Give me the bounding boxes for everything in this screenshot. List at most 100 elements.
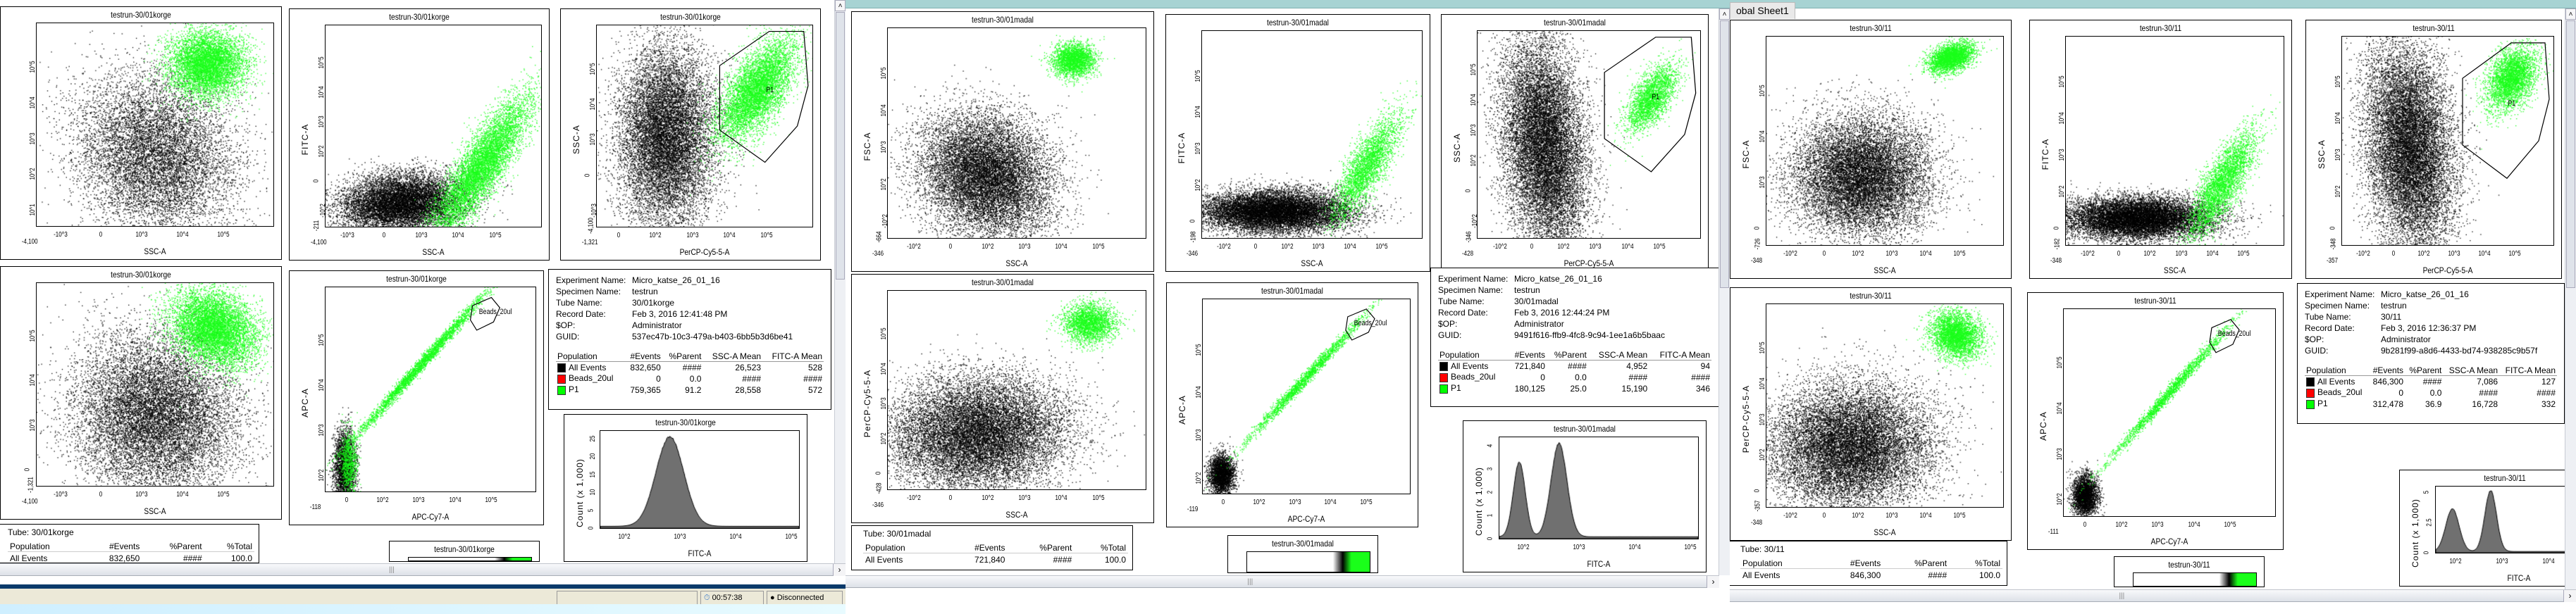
y-axis-label: Count (x 1,000) (2410, 499, 2420, 568)
scroll-up-button[interactable]: ˄ (835, 0, 846, 11)
horizontal-scrollbar[interactable]: ||| › (846, 575, 1719, 588)
y-tick-label: 10^5 (2334, 75, 2343, 88)
scroll-thumb[interactable] (1720, 20, 1729, 288)
scroll-thumb[interactable] (836, 12, 845, 280)
plot-area[interactable]: 10^2 10^3 10^4 10^5 0 1 2 3 4 (1486, 437, 1699, 551)
table-row[interactable]: P1 312,478 36.9 16,728 332 (2305, 399, 2557, 410)
y-tick-label: 25 (589, 435, 597, 442)
plot-title: testrun-30/11 (2484, 473, 2526, 483)
table-body: All Events 721,840 #### 4,952 94 Beads_20ul 0 0… (1438, 361, 1711, 394)
stat-cell: #### (2479, 387, 2498, 398)
table-row[interactable]: Beads_20ul 0 0.0 #### #### (1438, 372, 1711, 383)
plot-area[interactable]: -10^2 0 10^2 10^3 10^4 10^5 0 10^2 10^3 10^4 10^5 -… (872, 290, 1146, 509)
stat-cell: 346 (1695, 383, 1710, 394)
scatter-canvas (326, 25, 541, 227)
scroll-up-button[interactable]: ˄ (1719, 8, 1730, 20)
plot-title: testrun-30/01korge (389, 12, 450, 22)
scroll-right-button[interactable]: › (833, 564, 846, 576)
field-value: Administrator (1514, 319, 1564, 329)
plot-area[interactable] (2133, 572, 2257, 587)
x-tick-label: 10^2 (981, 243, 994, 251)
tube-table: Population #Events %Parent %Total All Events… (1740, 558, 2002, 582)
plot-area[interactable] (1246, 551, 1370, 572)
gate-label: Beads_20ul (2217, 330, 2251, 339)
population-stats-table: Population #Events %Parent SSC-A Mean FITC-A… (556, 351, 824, 396)
x-min-label: -4,100 (21, 238, 38, 246)
plot-area[interactable]: -10^2 0 10^2 10^3 10^4 10^5 -10^2 10^2 10^3 10^4 1… (872, 27, 1146, 258)
column-header: %Parent (142, 541, 204, 552)
plot-area[interactable] (408, 557, 532, 561)
gate-beads_20ul[interactable] (326, 287, 535, 491)
horizontal-scrollbar[interactable]: ||| › (1730, 589, 2576, 602)
table-row[interactable]: P1 180,125 25.0 15,190 346 (1438, 383, 1711, 394)
x-min-label: -348 (1751, 519, 1763, 527)
gate-p1[interactable] (1478, 31, 1700, 238)
header-row: Population #Events %Parent %Total (863, 543, 1128, 553)
scroll-thumb[interactable] (2566, 20, 2575, 288)
x-tick-label: 10^3 (1312, 243, 1325, 251)
y-tick-label: 10^2 (318, 469, 326, 482)
y-tick-label: 10^5 (880, 327, 888, 340)
plot-area[interactable]: 0 10^2 10^3 10^4 10^5 10^2 10^3 10^4 10^5 -111 Bea… (2048, 308, 2276, 536)
plot-area[interactable]: -10^2 0 10^2 10^3 10^4 10^5 0 10^2 10^3 10^4 10^5 -… (2050, 36, 2284, 265)
scroll-right-button[interactable]: › (2563, 590, 2576, 602)
column-header: #Events (82, 541, 142, 552)
x-tick-label: 10^2 (2449, 558, 2462, 565)
x-min-label: -111 (2048, 528, 2059, 536)
scroll-up-button[interactable]: ˄ (2565, 8, 2576, 20)
scroll-grip[interactable]: ||| (1247, 578, 1253, 586)
field-label: Specimen Name: (1438, 285, 1504, 295)
x-tick-label: 10^2 (981, 494, 994, 502)
table-row[interactable]: All Events 721,840 #### 4,952 94 (1438, 361, 1711, 372)
small-plot: testrun-30/01korge (389, 541, 540, 562)
plot-area[interactable]: -10^2 0 10^2 10^3 10^4 10^5 0 10^2 10^3 10^4 10^5 -… (2327, 36, 2554, 265)
plot-area[interactable]: -10^2 0 10^2 10^3 10^4 10^5 -10^2 0 10^2 10^3 10^4… (1462, 30, 1701, 258)
plot-area[interactable]: 10^210^310^410^502.55 (2422, 486, 2576, 565)
plot-area[interactable]: -10^2 0 10^2 10^3 10^4 10^5 0 10^2 10^3 10^4 10^5 -… (1187, 30, 1423, 258)
plot-area[interactable]: 0 10^2 10^3 10^4 10^5 10^2 10^3 10^4 10^5 -118 Bea… (310, 287, 536, 511)
gate-p1[interactable] (2342, 37, 2553, 245)
plot-area[interactable]: -10^3 0 10^3 10^4 10^5 0 10^3 10^4 10^5 -4,100 -1,… (22, 282, 274, 506)
scroll-grip[interactable]: ||| (2119, 592, 2125, 600)
table-row[interactable]: P1 759,365 91.2 28,558 572 (556, 384, 824, 396)
table-row[interactable]: All Events 832,650 #### 26,523 528 (556, 362, 824, 373)
vertical-scrollbar[interactable]: ˄ (2565, 8, 2576, 589)
stat-cell: 832,650 (630, 362, 661, 372)
header-row: Population #Events %Parent SSC-A Mean FITC-A… (1438, 350, 1711, 361)
plot-area[interactable]: 10^2 10^3 10^4 10^5 0 5 10 15 20 25 (587, 430, 800, 541)
y-tick-label: 10^2 (2334, 185, 2343, 198)
scroll-grip[interactable]: ||| (389, 566, 395, 574)
y-tick-label: 10^4 (2056, 402, 2064, 415)
y-min-label: -357 (1754, 500, 1762, 512)
vertical-scrollbar[interactable]: ˄ (834, 0, 846, 563)
plot-area[interactable]: -10^3 0 10^3 10^4 10^5 10^1 10^2 10^3 10^4 10^5 -4… (22, 23, 274, 246)
population-hierarchy-table: Tube: 30/11 Population #Events %Parent %Tota… (1730, 541, 2007, 586)
y-tick-label: 4 (1486, 444, 1494, 447)
scatter-canvas (2064, 309, 2275, 516)
plot-area[interactable]: 0 10^2 10^3 10^4 10^5 -10^3 0 10^3 10^4 10^5 -1,32… (582, 25, 813, 246)
table-row[interactable]: All Events 721,840 #### 100.0 (863, 553, 1128, 567)
scroll-right-button[interactable]: › (1707, 576, 1719, 588)
plot-area[interactable]: -10^2 0 10^2 10^3 10^4 10^5 0 10^3 10^4 10^5 -348 -… (1751, 36, 2004, 265)
vertical-scrollbar[interactable]: ˄ (1719, 8, 1730, 575)
table-row[interactable]: Beads_20ul 0 0.0 #### #### (2305, 387, 2557, 399)
gate-beads_20ul[interactable] (2064, 309, 2275, 516)
plot-area[interactable]: -10^3 0 10^3 10^4 10^5 -10^2 0 10^2 10^3 10^4 10^5… (311, 25, 542, 246)
field-label: $OP: (2305, 334, 2324, 344)
plot-area[interactable]: -10^2 0 10^2 10^3 10^4 10^5 0 10^2 10^3 10^4 10^5 -… (1751, 303, 2004, 527)
x-tick-label: 0 (2117, 250, 2121, 258)
plot-area[interactable]: 0 10^2 10^3 10^4 10^5 10^2 10^3 10^4 10^5 -119 Bea… (1187, 299, 1411, 513)
y-tick-label: 10^5 (1470, 63, 1478, 76)
table-row[interactable]: Beads_20ul 0 0.0 #### #### (556, 373, 824, 384)
table-row[interactable]: All Events 832,650 #### 100.0 (8, 552, 254, 563)
tab-global-sheet[interactable]: obal Sheet1 (1730, 2, 1795, 19)
gate-beads_20ul[interactable] (1203, 299, 1410, 494)
table-row[interactable]: All Events 846,300 #### 7,086 127 (2305, 376, 2557, 387)
table-row[interactable]: All Events 846,300 #### 100.0 (1740, 569, 2002, 582)
apc-apccy7-plot: testrun-30/01korge 0 10^2 10^3 10^4 10^5 10^2 1… (289, 270, 544, 525)
horizontal-scrollbar[interactable]: ||| › (0, 563, 846, 576)
population-name: All Events (2317, 376, 2355, 387)
gate-p1[interactable] (597, 25, 812, 227)
stat-cell: 846,300 (2372, 376, 2404, 387)
plot-title: testrun-30/01madal (972, 277, 1034, 287)
